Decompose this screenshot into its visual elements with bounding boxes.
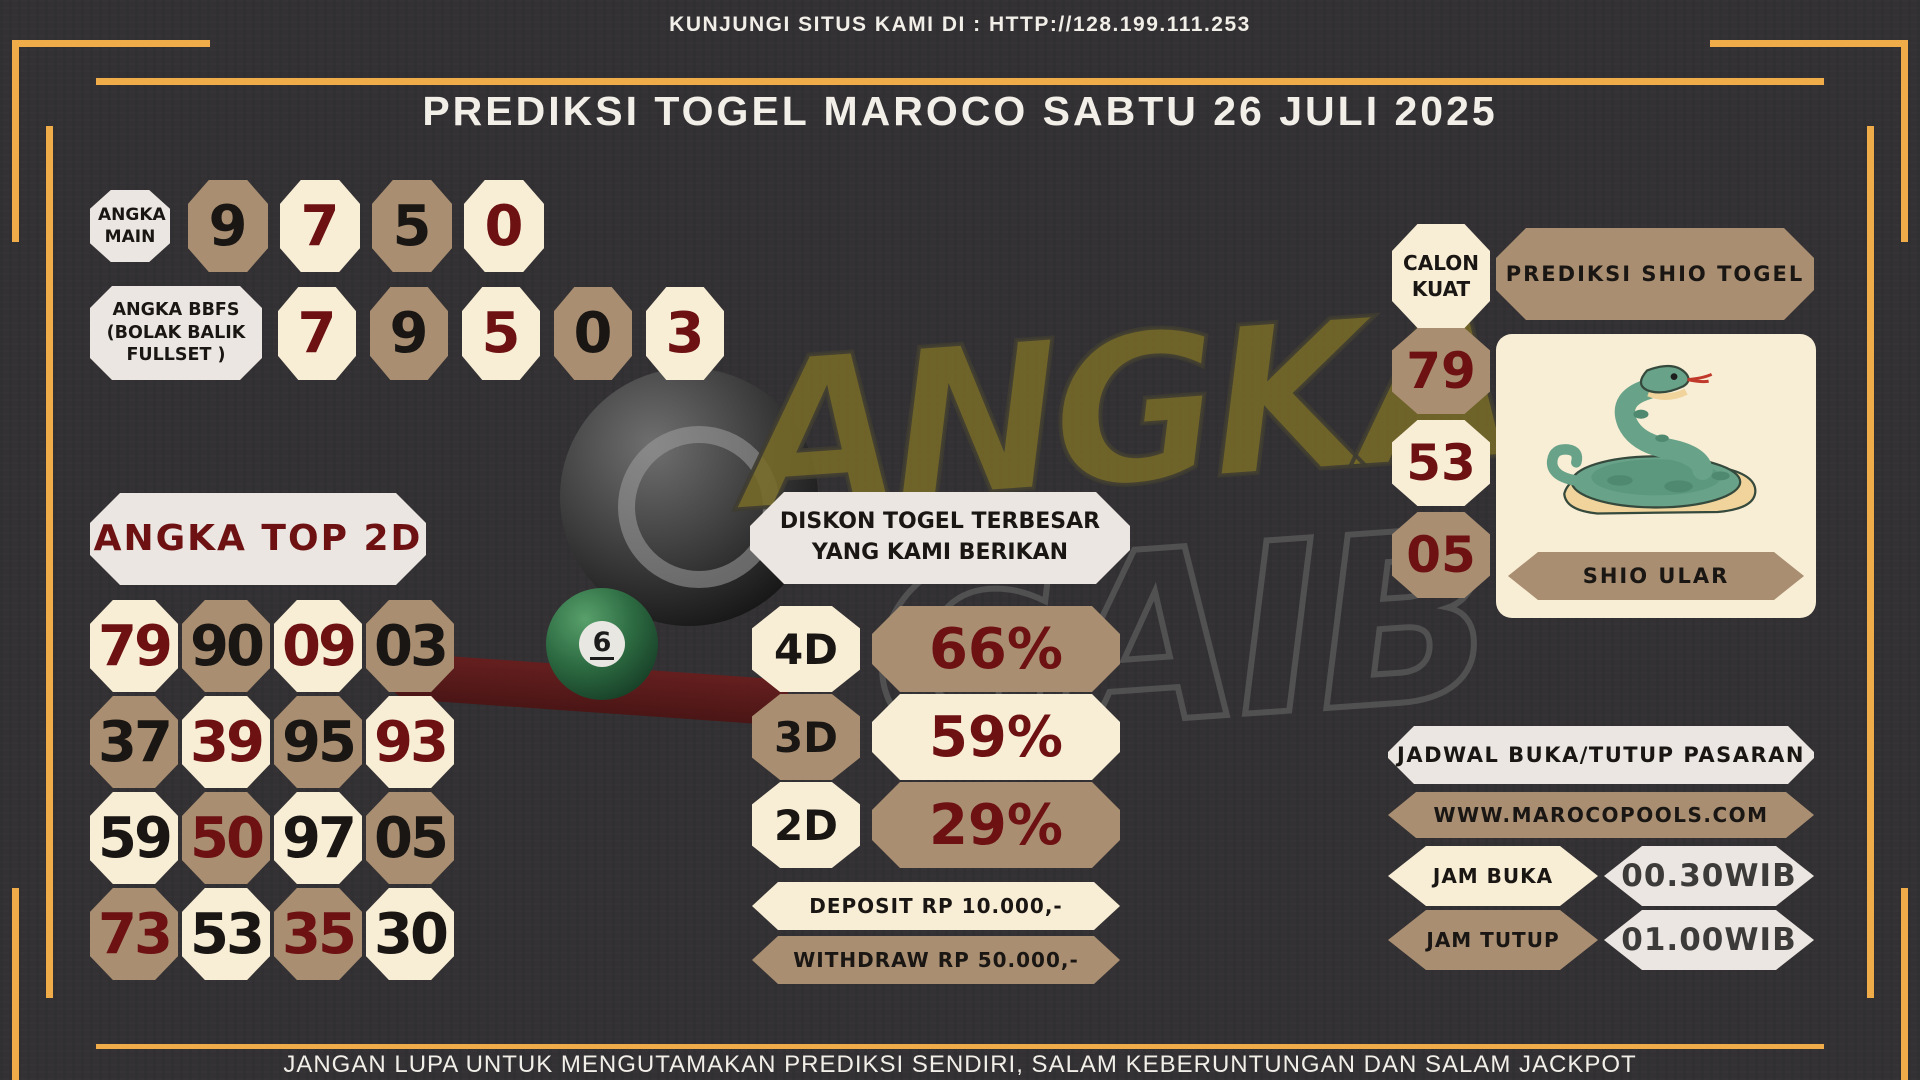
top2d-cell: 95 — [274, 696, 362, 788]
billiard-ball-ring-art — [618, 426, 780, 588]
angka-main-label: ANGKA MAIN — [90, 190, 170, 262]
shio-numbers: 79 53 05 — [1392, 328, 1490, 598]
top2d-cell: 03 — [366, 600, 454, 692]
corner-bracket-top-left-h — [12, 40, 210, 47]
calon-kuat-text: CALON KUAT — [1403, 251, 1479, 301]
corner-bracket-top-right-v — [1901, 40, 1908, 242]
angka-bbfs-digits: 7 9 5 0 3 — [278, 287, 724, 380]
jam-tutup-value: 01.00WIB — [1604, 910, 1814, 970]
prediksi-shio-banner: PREDIKSI SHIO TOGEL — [1496, 228, 1814, 320]
diskon-row-value: 59% — [872, 694, 1120, 780]
angka-main-digit: 9 — [188, 180, 268, 272]
angka-top-2d-title: ANGKA TOP 2D — [93, 517, 423, 559]
site-url-text[interactable]: KUNJUNGI SITUS KAMI DI : HTTP://128.199.… — [669, 13, 1251, 36]
inner-frame-line-left — [46, 126, 53, 998]
jadwal-banner: JADWAL BUKA/TUTUP PASARAN — [1388, 726, 1814, 784]
top2d-cell: 37 — [90, 696, 178, 788]
top2d-cell: 50 — [182, 792, 270, 884]
bbfs-digit: 5 — [462, 287, 540, 380]
angka-main-digit: 5 — [372, 180, 452, 272]
angka-main-label-text: ANGKA MAIN — [98, 204, 166, 247]
top2d-grid: 79 90 09 03 37 39 95 93 59 50 97 05 73 5… — [90, 600, 454, 980]
jam-buka-label: JAM BUKA — [1388, 846, 1598, 906]
jadwal-title: JADWAL BUKA/TUTUP PASARAN — [1397, 743, 1805, 767]
diskon-title: DISKON TOGEL TERBESAR YANG KAMI BERIKAN — [779, 509, 1101, 565]
diskon-row-label: 4D — [752, 606, 860, 692]
website-banner[interactable]: WWW.MAROCOPOOLS.COM — [1388, 792, 1814, 838]
angka-top-2d-banner: ANGKA TOP 2D — [90, 493, 426, 585]
jam-buka-value: 00.30WIB — [1604, 846, 1814, 906]
corner-bracket-bottom-left-v — [12, 888, 19, 1080]
snake-illustration — [1546, 364, 1757, 515]
shio-number: 05 — [1392, 512, 1490, 598]
top2d-cell: 05 — [366, 792, 454, 884]
top2d-cell: 30 — [366, 888, 454, 980]
top2d-cell: 79 — [90, 600, 178, 692]
top2d-cell: 09 — [274, 600, 362, 692]
page-title: PREDIKSI TOGEL MAROCO SABTU 26 JULI 2025 — [422, 88, 1498, 134]
diskon-row-label: 3D — [752, 694, 860, 780]
diskon-row-value: 29% — [872, 782, 1120, 868]
deposit-banner: DEPOSIT RP 10.000,- — [752, 882, 1120, 930]
top2d-cell: 35 — [274, 888, 362, 980]
bbfs-digit: 0 — [554, 287, 632, 380]
diskon-row-label: 2D — [752, 782, 860, 868]
top2d-cell: 59 — [90, 792, 178, 884]
prediksi-shio-title: PREDIKSI SHIO TOGEL — [1505, 262, 1805, 286]
billiard-6-ball-circle: 6 — [579, 621, 625, 667]
billiard-6-ball-number: 6 — [589, 627, 615, 661]
header-divider-line — [96, 78, 1824, 85]
angka-main-digit: 7 — [280, 180, 360, 272]
corner-bracket-top-right-h — [1710, 40, 1908, 47]
diskon-panel: DISKON TOGEL TERBESAR YANG KAMI BERIKAN — [750, 492, 1130, 584]
shio-animal-label: SHIO ULAR — [1582, 564, 1730, 588]
top2d-cell: 39 — [182, 696, 270, 788]
withdraw-banner: WITHDRAW RP 50.000,- — [752, 936, 1120, 984]
shio-animal-banner: SHIO ULAR — [1508, 552, 1804, 600]
bbfs-digit: 7 — [278, 287, 356, 380]
corner-bracket-bottom-right-v — [1901, 888, 1908, 1080]
shio-number: 79 — [1392, 328, 1490, 414]
top2d-cell: 93 — [366, 696, 454, 788]
website-url[interactable]: WWW.MAROCOPOOLS.COM — [1433, 803, 1769, 827]
corner-bracket-top-left-v — [12, 40, 19, 242]
billiard-6-ball-art: 6 — [546, 588, 658, 700]
top2d-cell: 73 — [90, 888, 178, 980]
diskon-row-value: 66% — [872, 606, 1120, 692]
top2d-cell: 97 — [274, 792, 362, 884]
footer-note: JANGAN LUPA UNTUK MENGUTAMAKAN PREDIKSI … — [283, 1051, 1637, 1078]
calon-kuat-label: CALON KUAT — [1392, 224, 1490, 328]
angka-bbfs-label-text: ANGKA BBFS (BOLAK BALIK FULLSET ) — [106, 299, 246, 366]
inner-frame-line-right — [1867, 126, 1874, 998]
shio-number: 53 — [1392, 420, 1490, 506]
bbfs-digit: 9 — [370, 287, 448, 380]
angka-main-digits: 9 7 5 0 — [188, 180, 544, 272]
jam-tutup-label: JAM TUTUP — [1388, 910, 1598, 970]
shio-card: SHIO ULAR — [1496, 334, 1816, 618]
top2d-cell: 53 — [182, 888, 270, 980]
top2d-cell: 90 — [182, 600, 270, 692]
angka-main-digit: 0 — [464, 180, 544, 272]
bbfs-digit: 3 — [646, 287, 724, 380]
angka-bbfs-label: ANGKA BBFS (BOLAK BALIK FULLSET ) — [90, 286, 262, 380]
footer-divider-line — [96, 1044, 1824, 1049]
